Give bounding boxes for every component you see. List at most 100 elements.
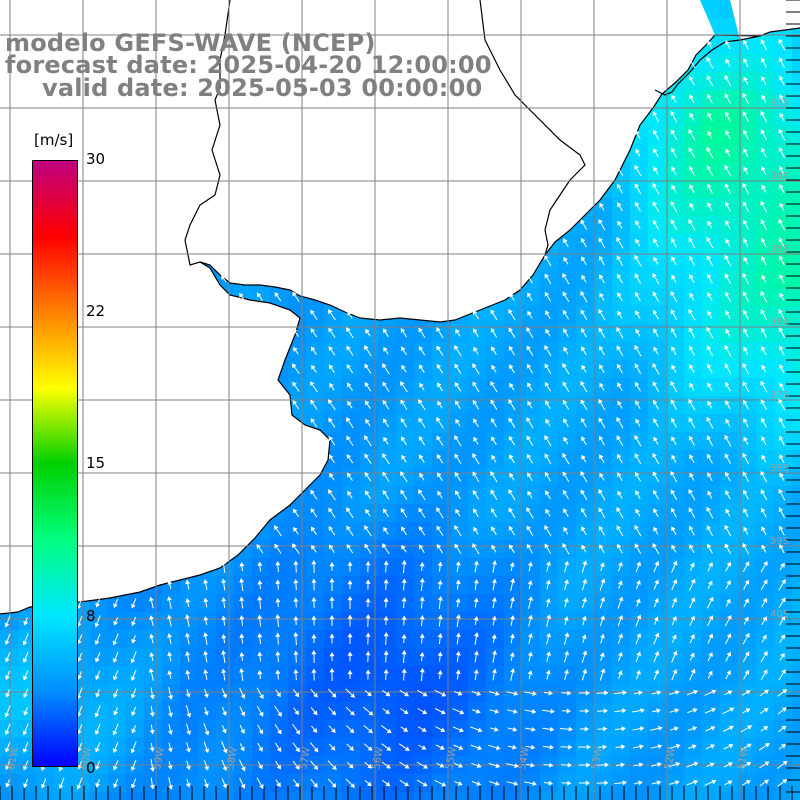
coastline-uruguay-south — [199, 27, 800, 323]
wind-cell — [558, 396, 577, 415]
wind-arrow-head — [493, 726, 499, 732]
wind-cell — [18, 774, 37, 793]
lon-label: 59W — [152, 746, 167, 770]
wind-arrow-head — [5, 782, 11, 788]
wind-arrow-head — [725, 40, 730, 46]
wind-arrow-head — [580, 309, 586, 315]
wind-arrow-head — [130, 783, 136, 789]
wind-cell — [180, 630, 199, 649]
wind-cell — [414, 486, 433, 505]
wind-arrow-head — [186, 730, 192, 736]
wind-arrow-head — [437, 561, 443, 567]
title-forecast-date: forecast date: 2025-04-20 12:00:00 — [5, 51, 492, 79]
wind-arrow-head — [656, 690, 662, 696]
wind-cell — [342, 702, 361, 721]
wind-arrow-head — [726, 670, 731, 676]
wind-cell — [666, 270, 685, 289]
wind-arrow-head — [454, 453, 459, 459]
wind-arrow-head — [364, 490, 370, 496]
wind-cell — [720, 288, 739, 307]
wind-arrow-head — [634, 453, 640, 459]
wind-cell — [702, 288, 721, 307]
wind-cell — [162, 666, 181, 685]
wind-arrow-head — [527, 670, 533, 675]
wind-cell — [720, 36, 739, 55]
wind-arrow-head — [563, 346, 568, 352]
wind-arrow-head — [331, 692, 337, 698]
wind-cell — [288, 558, 307, 577]
wind-cell — [540, 576, 559, 595]
wind-arrow-head — [346, 382, 352, 388]
wind-arrow-head — [763, 726, 769, 731]
wind-cell — [792, 234, 800, 253]
lon-label: 61W — [6, 746, 21, 770]
wind-arrow-head — [760, 219, 766, 225]
wind-cell — [792, 342, 800, 361]
title-valid-date: valid date: 2025-05-03 00:00:00 — [42, 74, 483, 102]
wind-arrow-head — [562, 452, 567, 458]
wind-arrow-head — [708, 596, 714, 602]
wind-arrow-head — [473, 436, 478, 442]
wind-cell — [198, 702, 217, 721]
wind-cell — [684, 198, 703, 217]
wind-cell — [396, 360, 415, 379]
wind-cell — [288, 612, 307, 631]
wind-arrow-head — [419, 615, 425, 620]
wind-cell — [630, 450, 649, 469]
wind-cell — [594, 324, 613, 343]
wind-cell — [378, 540, 397, 559]
wind-arrow-head — [400, 526, 406, 532]
wind-arrow-head — [653, 436, 658, 442]
wind-arrow-head — [778, 255, 784, 261]
wind-arrow-head — [328, 507, 333, 513]
wind-arrow-head — [294, 764, 300, 770]
wind-cell — [234, 666, 253, 685]
wind-arrow-head — [545, 598, 551, 603]
wind-arrow-head — [490, 327, 496, 333]
wind-arrow-head — [562, 291, 568, 297]
wind-cell — [648, 684, 667, 703]
wind-arrow-head — [437, 400, 442, 406]
wind-cell — [342, 630, 361, 649]
wind-cell — [630, 216, 649, 235]
wind-cell — [306, 342, 325, 361]
wind-arrow-head — [293, 650, 299, 655]
wind-arrow-head — [653, 489, 658, 495]
wind-cell — [540, 504, 559, 523]
wind-cell — [216, 612, 235, 631]
wind-cell — [558, 306, 577, 325]
wind-arrow-head — [401, 560, 407, 565]
wind-cell — [666, 666, 685, 685]
wind-arrow-head — [328, 327, 333, 333]
wind-arrow-head — [457, 780, 463, 786]
wind-cell — [774, 432, 793, 451]
wind-arrow-head — [386, 746, 392, 751]
wind-arrow-head — [277, 711, 282, 717]
wind-cell — [216, 774, 235, 793]
wind-arrow-head — [670, 147, 676, 153]
wind-arrow-head — [742, 111, 748, 117]
wind-cell — [396, 414, 415, 433]
wind-cell — [450, 360, 469, 379]
wind-cell — [774, 90, 793, 109]
wind-arrow-head — [760, 110, 765, 116]
wind-arrow-head — [403, 709, 409, 715]
wind-cell — [720, 108, 739, 127]
wind-cell — [702, 162, 721, 181]
wind-arrow-head — [526, 507, 531, 512]
wind-cell — [774, 540, 793, 559]
wind-cell — [702, 612, 721, 631]
wind-arrow-head — [401, 615, 407, 620]
wind-arrow-head — [636, 651, 642, 657]
wind-cell — [630, 666, 649, 685]
wind-arrow-head — [761, 184, 766, 190]
wind-cell — [270, 792, 289, 800]
wind-cell — [648, 792, 667, 800]
wind-arrow-head — [23, 710, 29, 716]
wind-cell — [558, 576, 577, 595]
wind-cell — [540, 666, 559, 685]
wind-arrow-head — [113, 783, 118, 789]
wind-arrow-head — [130, 676, 136, 681]
wind-cell — [666, 288, 685, 307]
wind-arrow-head — [691, 744, 697, 750]
